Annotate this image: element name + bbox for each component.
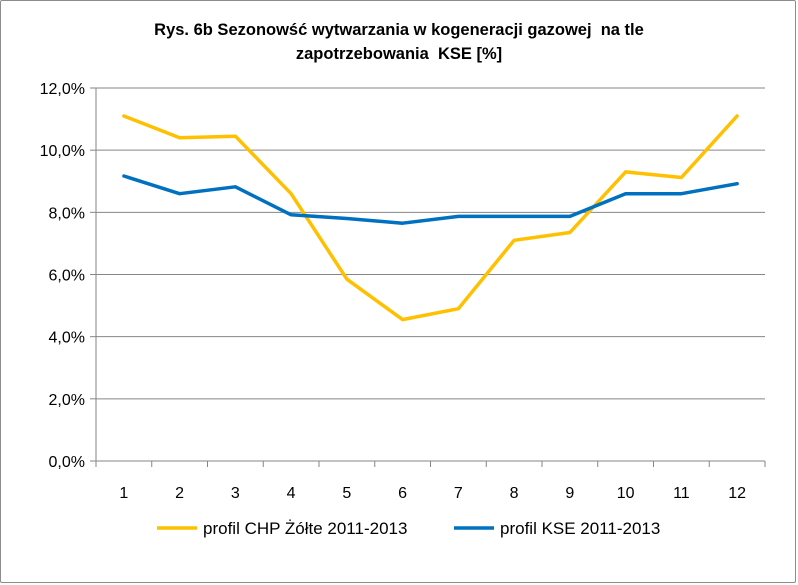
- series-lines: [122, 114, 739, 322]
- y-tick-label: 4,0%: [49, 330, 85, 347]
- x-tick-label: 10: [617, 485, 635, 502]
- legend-label-1: profil CHP Żółte 2011-2013: [203, 519, 407, 538]
- y-tick-label: 10,0%: [40, 143, 85, 160]
- series-line-2: [122, 174, 739, 225]
- y-tick-label: 0,0%: [49, 454, 85, 471]
- axes: [90, 87, 766, 467]
- x-tick-label: 2: [175, 485, 184, 502]
- x-tick-label: 4: [287, 485, 296, 502]
- y-tick-labels: 0,0% 2,0% 4,0% 6,0% 8,0% 10,0% 12,0%: [40, 81, 85, 471]
- legend-label-2: profil KSE 2011-2013: [500, 519, 660, 538]
- x-tick-label: 8: [510, 485, 519, 502]
- x-tick-labels: 1 2 3 4 5 6 7 8 9 10 11 12: [119, 485, 746, 502]
- series-line-1: [122, 114, 739, 322]
- x-tick-label: 3: [231, 485, 240, 502]
- y-tick-label: 12,0%: [40, 81, 85, 98]
- y-tick-label: 8,0%: [49, 205, 85, 222]
- x-tick-label: 6: [398, 485, 407, 502]
- gridlines: [96, 87, 765, 400]
- x-tick-label: 1: [119, 485, 128, 502]
- x-tick-label: 7: [454, 485, 463, 502]
- x-tick-label: 9: [565, 485, 574, 502]
- y-tick-label: 6,0%: [49, 268, 85, 285]
- y-tick-label: 2,0%: [49, 392, 85, 409]
- chart-title-line-1: Rys. 6b Sezonowść wytwarzania w kogenera…: [154, 21, 644, 39]
- chart-title: Rys. 6b Sezonowść wytwarzania w kogenera…: [0, 18, 798, 66]
- chart-title-line-2: zapotrzebowania KSE [%]: [295, 45, 503, 63]
- x-tick-label: 12: [728, 485, 746, 502]
- x-tick-label: 11: [673, 485, 690, 502]
- x-tick-label: 5: [342, 485, 351, 502]
- legend: profil CHP Żółte 2011-2013 profil KSE 201…: [157, 519, 660, 538]
